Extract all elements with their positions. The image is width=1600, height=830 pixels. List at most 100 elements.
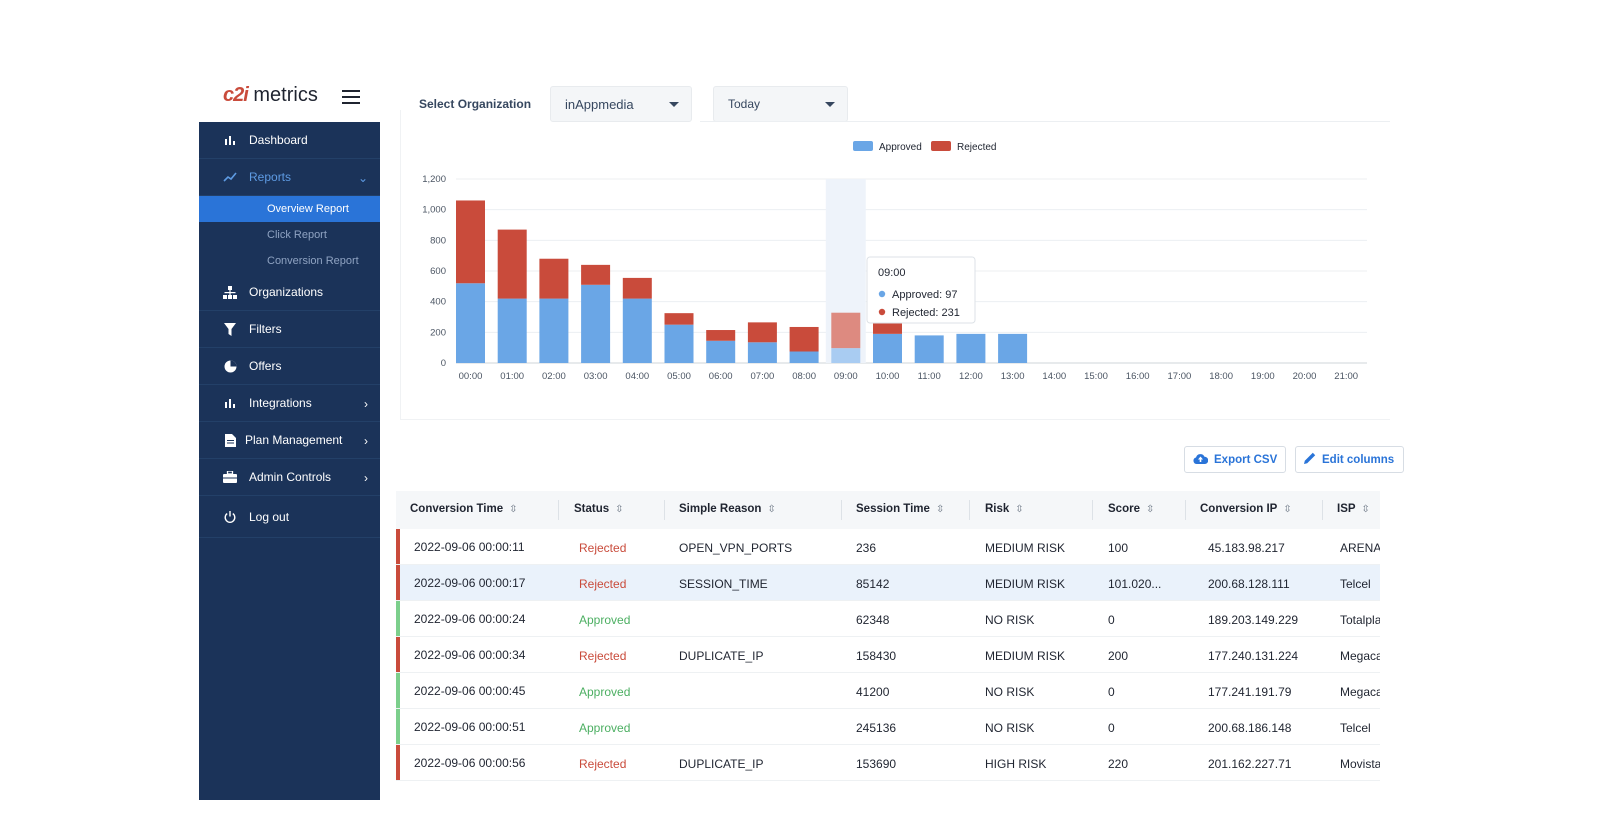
cell-risk: NO RISK [985,721,1035,735]
bar-approved [831,348,861,363]
cell-isp: Telcel [1340,721,1371,735]
column-divider [841,500,842,520]
x-tick-label: 10:00 [876,371,900,382]
table-row[interactable]: 2022-09-06 00:00:45 Approved 41200 NO RISK 0… [396,673,1380,709]
sidebar-item-plan-management[interactable]: Plan Management › [199,422,380,459]
sidebar-item-dashboard[interactable]: Dashboard [199,122,380,159]
cell-session-time: 245136 [856,721,897,735]
sidebar-item-label: Plan Management [245,433,343,447]
sidebar-item-organizations[interactable]: Organizations [199,274,380,311]
sidebar-item-filters[interactable]: Filters [199,311,380,348]
cell-score: 100 [1108,541,1129,555]
status-indicator [396,565,400,600]
hamburger-menu-icon[interactable] [342,90,360,104]
logo: c2i metrics [223,84,318,107]
export-csv-button[interactable]: Export CSV [1184,446,1286,473]
x-tick-label: 08:00 [792,371,816,382]
bar-rejected [706,330,736,341]
edit-columns-label: Edit columns [1322,453,1395,466]
status-indicator [396,601,400,636]
tooltip-title: 09:00 [878,267,906,279]
x-tick-label: 01:00 [500,371,524,382]
logo-mark: c2i [223,84,249,106]
sidebar-item-label: Reports [249,170,292,184]
sidebar-item-log-out[interactable]: Log out [199,496,380,538]
column-divider [664,500,665,520]
table-row[interactable]: 2022-09-06 00:00:51 Approved 245136 NO RISK… [396,709,1380,745]
cell-conversion-time: 2022-09-06 00:00:45 [414,684,526,698]
cell-conversion-ip: 177.240.131.224 [1208,649,1299,663]
cell-risk: NO RISK [985,613,1035,627]
status-indicator [396,745,400,780]
legend-label: Approved [879,142,922,153]
organization-select[interactable]: inAppmedia [550,86,692,122]
y-tick-label: 0 [441,358,446,369]
column-header-simple-reason[interactable]: Simple Reason ⇳ [679,503,776,515]
bar-rejected [747,322,777,343]
x-tick-label: 15:00 [1084,371,1108,382]
cell-status: Rejected [579,541,627,555]
sidebar-subitem-click-report[interactable]: Click Report [267,229,327,241]
bar-approved [747,342,777,363]
bar-approved [956,333,986,363]
sidebar-subitem-conversion-report[interactable]: Conversion Report [267,255,359,267]
column-divider [1092,500,1093,520]
sidebar-item-label: Log out [249,509,290,524]
x-tick-label: 03:00 [584,371,608,382]
logo-area: c2i metrics [199,72,380,122]
sort-icon: ⇳ [1361,504,1370,515]
sidebar-item-integrations[interactable]: Integrations › [199,385,380,422]
sidebar-item-reports[interactable]: Reports ⌄ [199,159,380,196]
bar-approved [914,335,944,363]
table-row[interactable]: 2022-09-06 00:00:24 Approved 62348 NO RISK 0… [396,601,1380,637]
column-header-score[interactable]: Score ⇳ [1108,503,1154,515]
table-row[interactable]: 2022-09-06 00:00:34 Rejected DUPLICATE_IP 1… [396,637,1380,673]
column-header-risk[interactable]: Risk ⇳ [985,503,1024,515]
sidebar-item-admin-controls[interactable]: Admin Controls › [199,459,380,496]
select-organization-label: Select Organization [419,97,532,111]
sort-icon: ⇳ [767,504,776,515]
table-row[interactable]: 2022-09-06 00:00:17 Rejected SESSION_TIME 8… [396,565,1380,601]
cell-score: 101.020... [1108,577,1162,591]
edit-columns-button[interactable]: Edit columns [1295,446,1404,473]
cell-status: Approved [579,685,631,699]
column-header-session-time[interactable]: Session Time ⇳ [856,503,944,515]
column-header-conversion-time[interactable]: Conversion Time ⇳ [410,503,517,515]
divider [700,121,1390,122]
sidebar-subitem-overview-report[interactable]: Overview Report [199,196,380,222]
cell-session-time: 236 [856,541,877,555]
column-header-label: ISP [1337,503,1356,515]
bar-rejected [456,200,485,284]
bar-approved [497,298,527,363]
chevron-right-icon: › [364,434,368,448]
cell-score: 0 [1108,721,1115,735]
sort-icon: ⇳ [935,504,945,515]
cell-conversion-time: 2022-09-06 00:00:34 [414,648,526,662]
x-tick-label: 19:00 [1251,371,1275,382]
cell-conversion-time: 2022-09-06 00:00:56 [414,756,526,770]
filter-icon [223,322,237,336]
status-indicator [396,673,400,708]
bar-rejected [581,264,611,285]
x-tick-label: 07:00 [751,371,775,382]
cell-status: Approved [579,721,631,735]
cell-simple-reason: SESSION_TIME [679,577,768,591]
column-header-isp[interactable]: ISP ⇳ [1337,503,1370,515]
cell-session-time: 158430 [856,649,897,663]
caret-down-icon [669,102,679,107]
column-header-conversion-ip[interactable]: Conversion IP ⇳ [1200,503,1292,515]
status-indicator [396,529,400,564]
conversion-chart: 0 200 400 600 800 1,000 1,200 00:00 01:00 02:00 03… [422,141,1367,382]
table-row[interactable]: 2022-09-06 00:00:11 Rejected OPEN_VPN_PORT… [396,529,1380,565]
x-tick-label: 21:00 [1334,371,1358,382]
legend-swatch [931,141,951,151]
cell-simple-reason: OPEN_VPN_PORTS [679,541,793,555]
cell-conversion-time: 2022-09-06 00:00:24 [414,612,526,626]
table-row[interactable]: 2022-09-06 00:00:56 Rejected DUPLICATE_IP 1… [396,745,1380,781]
cell-isp: Megacable [1340,649,1380,663]
cell-conversion-ip: 45.183.98.217 [1208,541,1285,555]
column-header-status[interactable]: Status ⇳ [574,503,624,515]
sidebar-item-offers[interactable]: Offers [199,348,380,385]
toolbox-icon [223,470,237,484]
bar-approved [789,351,819,363]
